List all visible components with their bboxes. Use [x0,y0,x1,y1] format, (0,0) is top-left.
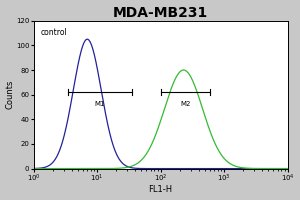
Text: M1: M1 [94,101,105,107]
X-axis label: FL1-H: FL1-H [148,185,172,194]
Text: M2: M2 [180,101,190,107]
Y-axis label: Counts: Counts [6,80,15,109]
Text: control: control [41,28,68,37]
Title: MDA-MB231: MDA-MB231 [113,6,208,20]
